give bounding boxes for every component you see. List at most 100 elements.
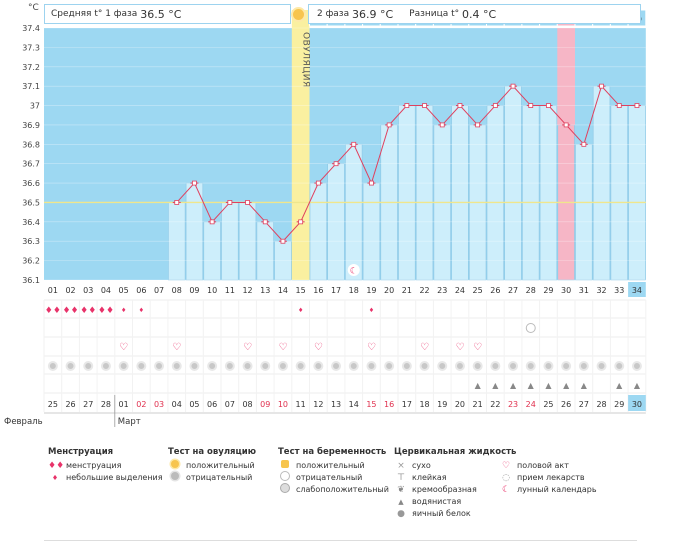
y-tick-label: 36.8 xyxy=(22,140,40,149)
pill-icon xyxy=(525,323,536,333)
temperature-point xyxy=(209,219,215,225)
egg-white-icon: ▲ xyxy=(634,381,641,390)
bbt-chart: °C ОВУЛЯЦИЯ 37.4 37.3 37.2 37.1 37 36.9 36.8 36.7… xyxy=(4,3,647,427)
y-tick-label: 37.2 xyxy=(22,63,40,72)
ov-test-negative-icon xyxy=(260,361,271,371)
temperature-point xyxy=(510,83,516,89)
cycle-day-label: 06 xyxy=(136,286,146,295)
ov-test-negative-icon xyxy=(472,361,483,371)
heart-icon: ♡ xyxy=(172,342,181,353)
legend-ovt-item: положительный xyxy=(186,461,255,470)
date-label: 26 xyxy=(561,400,571,409)
temperature-point xyxy=(386,122,392,128)
temperature-bar xyxy=(185,182,204,281)
cycle-day-label: 11 xyxy=(225,286,235,295)
temperature-bar xyxy=(415,105,434,281)
pill-icon: ◌ xyxy=(502,473,510,483)
phase2-box: 2 фаза 36.9 °C Разница t° 0.4 °C xyxy=(308,4,641,24)
cycle-day-label: 31 xyxy=(579,286,589,295)
cycle-day-label: 22 xyxy=(419,286,429,295)
legend-other: ♡ половой акт ◌ прием лекарств ☾ лунный кал… xyxy=(499,460,597,496)
heart-icon: ♡ xyxy=(420,342,429,353)
light-drop-icon: ♦ xyxy=(121,307,126,314)
light-drop-icon: ♦ xyxy=(369,307,374,314)
date-label: 07 xyxy=(225,400,235,409)
temperature-point xyxy=(227,200,233,205)
cycle-day-label: 33 xyxy=(614,286,624,295)
cycle-day-label: 26 xyxy=(490,286,500,295)
egg-white-icon: ▲ xyxy=(492,381,499,390)
ov-test-negative-icon xyxy=(543,361,554,371)
egg-white-icon: ▲ xyxy=(581,381,588,390)
ov-test-negative-icon xyxy=(631,361,642,371)
highlight-column xyxy=(557,28,575,125)
light-drop-icon: ♦ xyxy=(51,474,59,482)
heart-icon: ♡ xyxy=(501,461,511,471)
ov-test-negative-icon xyxy=(65,361,76,371)
moon-icon: ☾ xyxy=(350,267,358,277)
date-label: 27 xyxy=(83,400,93,409)
ovulation-label: ОВУЛЯЦИЯ xyxy=(301,32,311,88)
cycle-day-label: 14 xyxy=(278,286,288,295)
egg-white-icon: ▲ xyxy=(545,381,552,390)
ov-test-negative-icon xyxy=(384,361,395,371)
date-label: 09 xyxy=(260,400,270,409)
heart-icon: ♡ xyxy=(278,342,287,353)
y-tick-label: 36.9 xyxy=(22,121,40,130)
ovulation-sun-icon xyxy=(293,9,304,20)
y-tick-label: 37.3 xyxy=(22,43,40,52)
heart-icon: ♡ xyxy=(243,342,252,353)
cycle-day-label: 23 xyxy=(437,286,447,295)
month-label-mar: Март xyxy=(118,417,141,427)
temperature-bar xyxy=(575,144,593,281)
diff-label: Разница t° xyxy=(409,9,460,19)
y-tick-label: 36.6 xyxy=(22,179,40,188)
heart-icon: ♡ xyxy=(119,342,128,353)
y-tick-label: 36.4 xyxy=(22,218,40,227)
temperature-point xyxy=(546,103,551,108)
y-tick-label: 37.1 xyxy=(22,82,40,91)
cycle-day-label: 13 xyxy=(260,286,270,295)
date-label: 04 xyxy=(172,400,182,409)
date-label: 29 xyxy=(614,400,624,409)
legend-ovt-title: Тест на овуляцию xyxy=(168,447,257,457)
legend-cervical: Цервикальная жидкость × сухо ⊤ клейкая ❦ кр… xyxy=(394,446,516,520)
cycle-day-label: 34 xyxy=(632,286,642,295)
ov-test-negative-icon xyxy=(596,361,607,371)
temperature-bar xyxy=(256,221,274,281)
legend-cerv-item: водянистая xyxy=(412,497,462,506)
ov-test-negative-icon xyxy=(118,361,129,371)
ov-test-negative-icon xyxy=(508,361,519,371)
cycle-day-label: 17 xyxy=(331,286,341,295)
legend-cerv-item: сухо xyxy=(412,461,431,470)
cycle-day-label: 32 xyxy=(596,286,606,295)
light-drop-icon: ♦ xyxy=(139,307,144,314)
y-tick-label: 36.1 xyxy=(22,276,40,285)
date-label: 08 xyxy=(242,400,252,409)
sun-positive-icon xyxy=(168,460,182,472)
y-tick-label: 36.3 xyxy=(22,237,40,246)
temperature-bar xyxy=(309,182,328,281)
temperature-point xyxy=(245,200,250,205)
temperature-bar xyxy=(486,105,505,281)
date-label: 13 xyxy=(331,400,341,409)
heavy-drop-icon: ♦♦ xyxy=(45,306,61,316)
date-label: 06 xyxy=(207,400,217,409)
heavy-drop-icon: ♦♦ xyxy=(62,306,78,316)
phase1-box: Средняя t° 1 фаза 36.5 °C xyxy=(44,4,291,24)
sun-negative-icon xyxy=(168,472,182,484)
date-label: 22 xyxy=(490,400,500,409)
heavy-drop-icon: ♦♦ xyxy=(80,306,96,316)
date-label: 24 xyxy=(526,400,536,409)
date-label: 30 xyxy=(632,400,642,409)
date-label: 20 xyxy=(455,400,465,409)
phase2-value: 36.9 °C xyxy=(351,7,394,21)
temperature-point xyxy=(457,103,463,108)
ov-test-negative-icon xyxy=(348,361,359,371)
temperature-bar xyxy=(398,105,416,281)
ov-test-negative-icon xyxy=(525,361,536,371)
legend-cerv-item: яичный белок xyxy=(412,509,471,518)
date-label: 01 xyxy=(119,400,129,409)
temperature-point xyxy=(528,103,534,108)
y-tick-label: 37 xyxy=(30,102,40,111)
